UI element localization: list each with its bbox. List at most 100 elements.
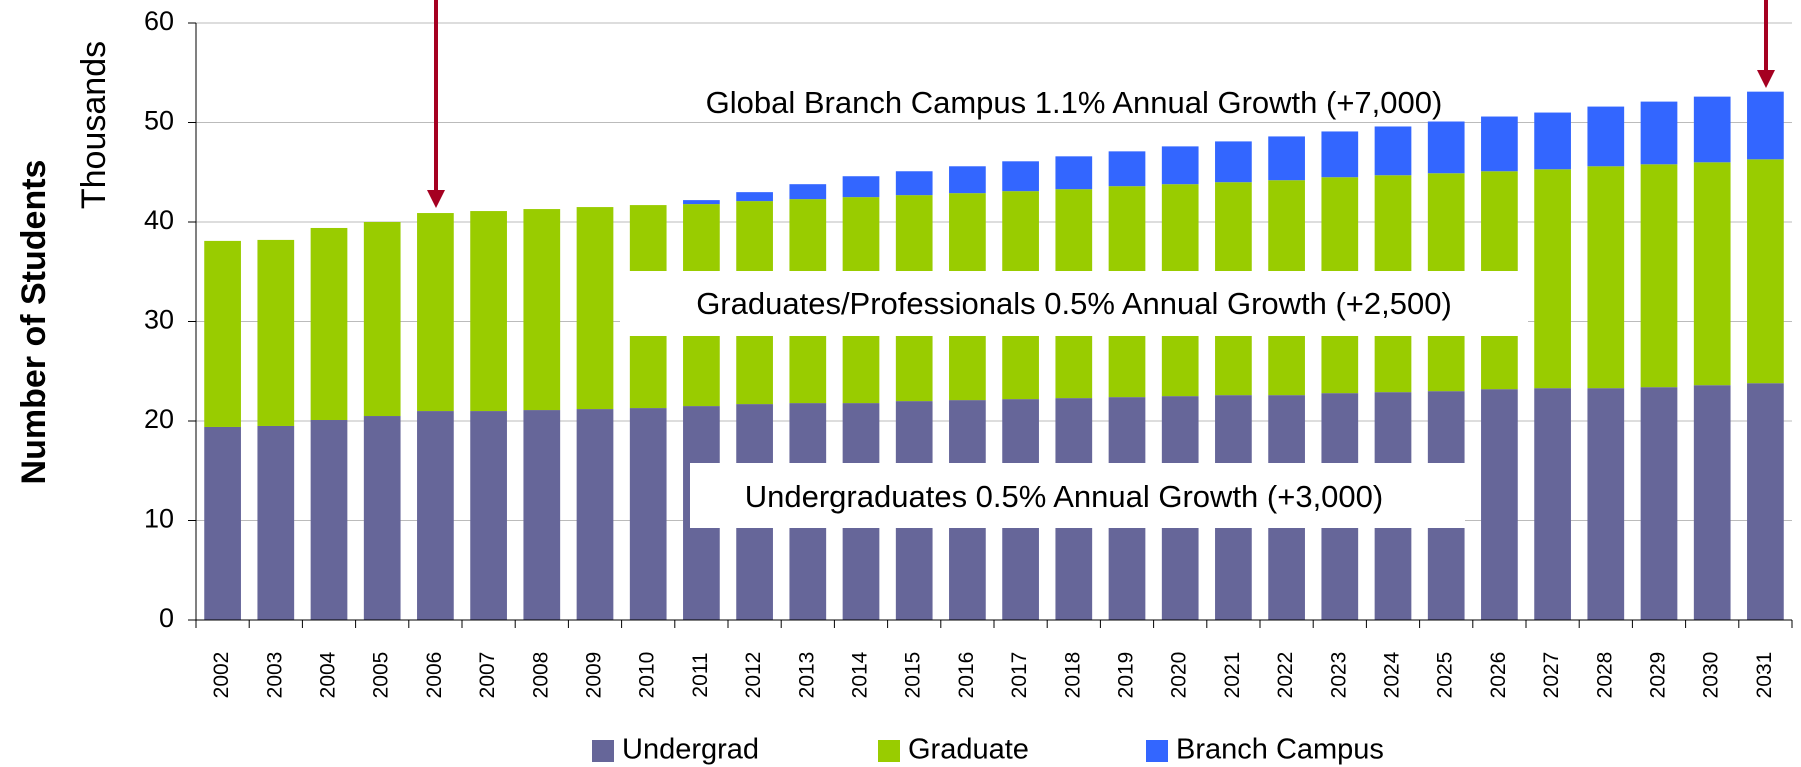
- bar-segment: [257, 239, 295, 426]
- annotation: Graduates/Professionals 0.5% Annual Grow…: [696, 286, 1452, 321]
- bar-segment: [1161, 146, 1199, 185]
- bar-segment: [1587, 388, 1625, 620]
- bar-segment: [523, 209, 561, 411]
- x-tick-label: 2018: [1061, 652, 1084, 699]
- arrow-head: [1757, 70, 1775, 88]
- bar-segment: [310, 420, 348, 620]
- legend-label: Branch Campus: [1176, 734, 1384, 766]
- x-tick-label: 2009: [583, 652, 606, 699]
- y-tick-label: 50: [144, 106, 174, 136]
- bar-segment: [523, 410, 561, 620]
- bar-segment: [1640, 101, 1678, 165]
- x-tick-label: 2011: [689, 652, 712, 697]
- bar-segment: [736, 192, 773, 202]
- x-tick-label: 2015: [902, 652, 925, 699]
- bar-segment: [576, 207, 614, 410]
- annotation-box: [690, 463, 1465, 528]
- y-tick-label: 40: [144, 205, 174, 235]
- bar-segment: [417, 411, 454, 620]
- x-tick-label: 2004: [317, 651, 340, 698]
- x-tick-label: 2028: [1593, 652, 1616, 699]
- y-axis-unit: Thousands: [75, 41, 113, 209]
- bar-segment: [470, 411, 507, 620]
- bar-segment: [1215, 141, 1252, 183]
- bar-segment: [1055, 156, 1093, 190]
- x-tick-label: 2010: [636, 652, 659, 699]
- y-tick-label: 0: [159, 603, 174, 633]
- y-tick-label: 20: [144, 404, 174, 434]
- x-tick-label: 2005: [370, 652, 393, 699]
- bar-segment: [363, 416, 401, 620]
- annotation-box: [620, 271, 1528, 336]
- x-tick-label: 2020: [1168, 652, 1191, 699]
- x-tick-label: 2025: [1434, 652, 1457, 699]
- arrow-head: [427, 190, 445, 208]
- y-tick-label: 30: [144, 305, 174, 335]
- bar-segment: [1108, 151, 1146, 187]
- bar-segment: [1587, 166, 1625, 389]
- bar-segment: [629, 408, 667, 620]
- annotation: Global Branch Campus 1.1% Annual Growth …: [706, 85, 1443, 120]
- bar-segment: [310, 227, 348, 421]
- x-tick-label: 2002: [210, 652, 233, 699]
- bar-segment: [1481, 116, 1518, 172]
- annotation: Undergraduates 0.5% Annual Growth (+3,00…: [745, 479, 1383, 514]
- bar-segment: [895, 171, 933, 196]
- x-tick-label: 2014: [849, 651, 872, 698]
- bar-segment: [1587, 106, 1625, 167]
- bar-segment: [1002, 161, 1039, 192]
- x-tick-label: 2016: [955, 652, 978, 699]
- bar-segment: [1747, 159, 1784, 384]
- x-tick-label: 2017: [1008, 652, 1031, 699]
- x-tick-label: 2022: [1274, 652, 1297, 699]
- bar-segment: [417, 213, 454, 412]
- legend-swatch: [592, 740, 614, 762]
- x-tick-label: 2024: [1381, 651, 1404, 698]
- bar-segment: [1640, 164, 1678, 388]
- x-tick-label: 2019: [1115, 652, 1138, 699]
- x-tick-label: 2006: [423, 652, 446, 699]
- x-tick-label: 2013: [795, 652, 818, 699]
- x-tick-label: 2003: [263, 652, 286, 699]
- bar-segment: [257, 425, 295, 620]
- bar-segment: [1268, 136, 1305, 181]
- bar-segment: [204, 426, 241, 620]
- x-tick-label: 2023: [1327, 652, 1350, 699]
- y-tick-label: 10: [144, 504, 174, 534]
- y-axis-title: Number of Students: [15, 160, 53, 485]
- x-tick-label: 2021: [1221, 652, 1244, 699]
- bar-segment: [1427, 121, 1465, 174]
- bar-segment: [1481, 389, 1518, 620]
- bar-segment: [1640, 387, 1678, 620]
- bar-segment: [204, 240, 241, 427]
- legend-swatch: [878, 740, 900, 762]
- bar-segment: [470, 211, 507, 412]
- bar-segment: [1693, 385, 1731, 620]
- legend-label: Undergrad: [622, 734, 759, 766]
- x-tick-label: 2026: [1487, 652, 1510, 699]
- bar-segment: [683, 200, 720, 205]
- bar-segment: [842, 176, 880, 198]
- bar-segment: [1534, 388, 1571, 620]
- x-tick-label: 2030: [1700, 652, 1723, 699]
- legend-label: Graduate: [908, 734, 1029, 766]
- bar-segment: [1693, 96, 1731, 163]
- bar-segment: [1374, 126, 1412, 176]
- bar-segment: [789, 184, 827, 200]
- x-tick-label: 2029: [1647, 652, 1670, 699]
- y-tick-label: 60: [144, 6, 174, 36]
- legend-swatch: [1146, 740, 1168, 762]
- bar-segment: [363, 222, 401, 417]
- x-tick-label: 2031: [1753, 652, 1776, 699]
- bar-segment: [576, 409, 614, 620]
- bar-segment: [949, 166, 986, 194]
- bar-segment: [1747, 383, 1784, 620]
- x-tick-label: 2007: [476, 652, 499, 699]
- x-tick-label: 2008: [529, 652, 552, 699]
- bar-segment: [1321, 131, 1359, 178]
- bar-segment: [1534, 169, 1571, 389]
- x-tick-label: 2012: [742, 652, 765, 699]
- x-tick-label: 2027: [1540, 652, 1563, 699]
- bar-segment: [1693, 162, 1731, 386]
